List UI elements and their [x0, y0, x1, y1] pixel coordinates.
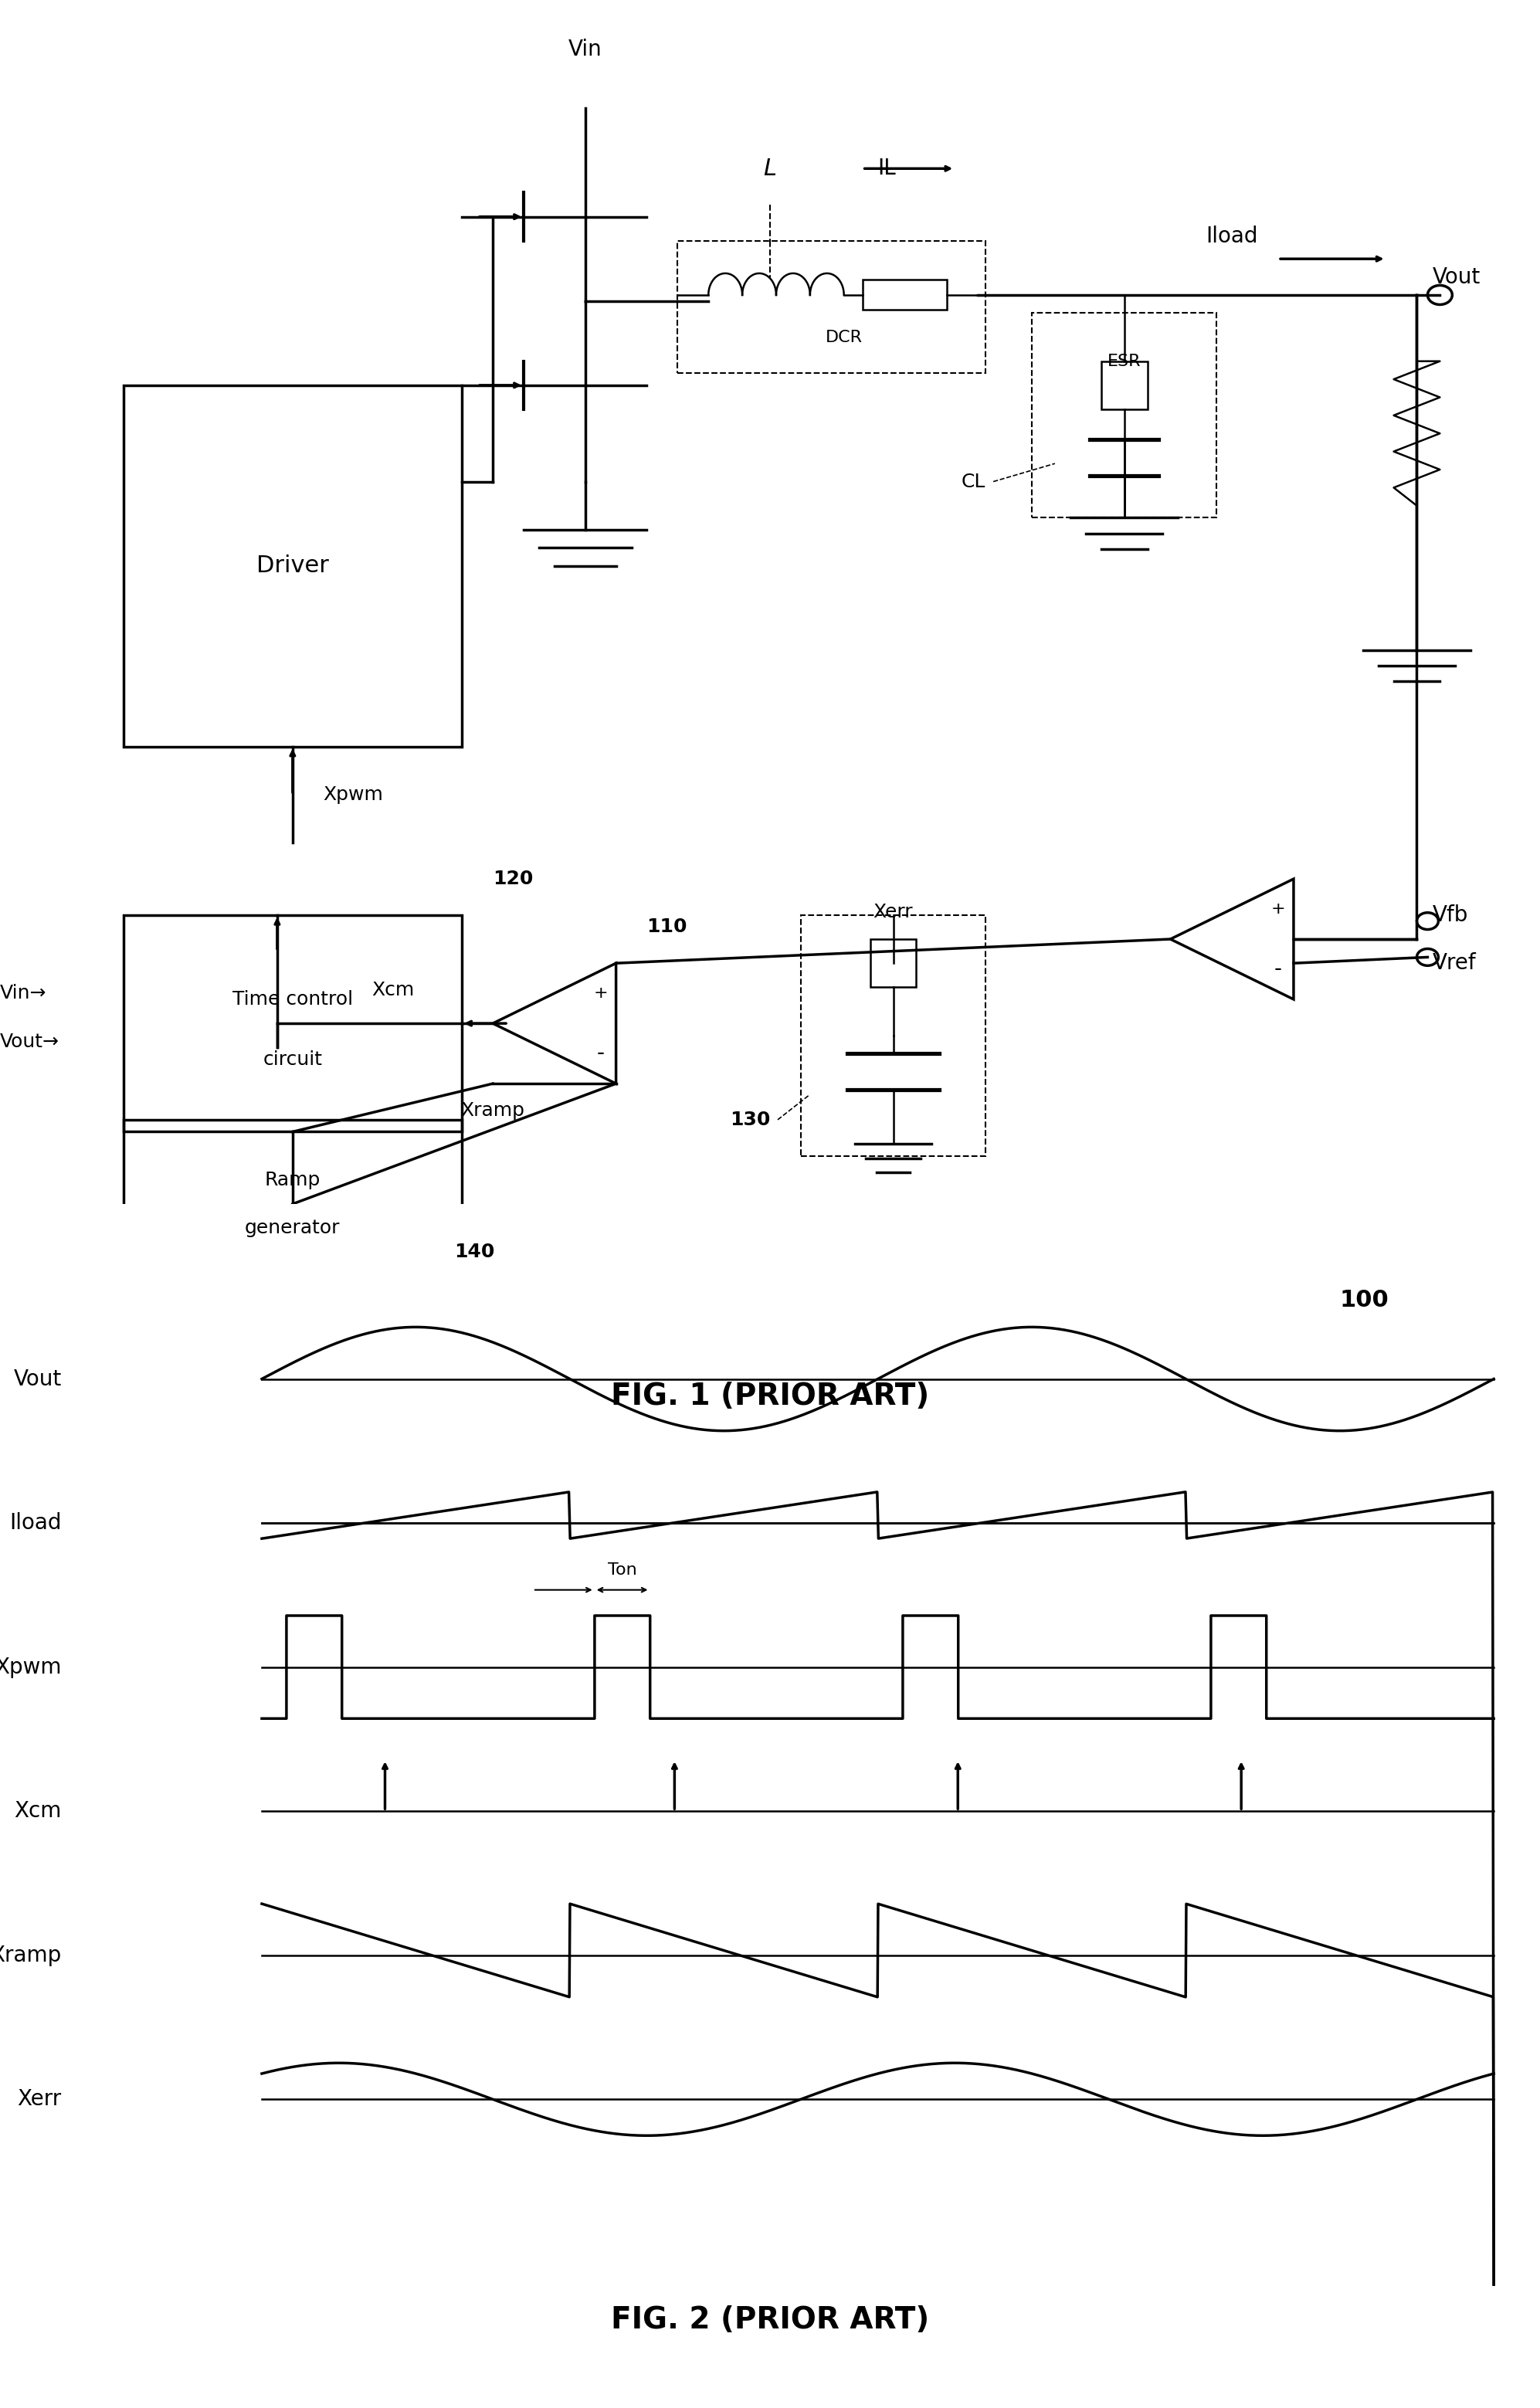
Text: Xramp: Xramp — [460, 1103, 525, 1120]
Text: -: - — [596, 1043, 605, 1064]
Text: 100: 100 — [1340, 1288, 1389, 1312]
Bar — [123, 915, 462, 1132]
Text: FIG. 2 (PRIOR ART): FIG. 2 (PRIOR ART) — [611, 2304, 929, 2333]
Text: Xramp: Xramp — [0, 1943, 62, 1965]
Text: Vref: Vref — [1432, 954, 1475, 973]
Text: Iload: Iload — [1206, 226, 1258, 248]
Text: Xerr: Xerr — [873, 903, 913, 922]
Text: Vout: Vout — [1432, 267, 1480, 287]
Text: Vout: Vout — [14, 1368, 62, 1389]
Text: Vin→: Vin→ — [0, 985, 46, 1002]
Bar — [870, 939, 916, 987]
Text: Xcm: Xcm — [14, 1801, 62, 1823]
Text: Vin: Vin — [568, 39, 602, 60]
Text: Iload: Iload — [9, 1512, 62, 1534]
Text: +: + — [593, 985, 608, 1002]
Bar — [1101, 361, 1147, 409]
Text: circuit: circuit — [263, 1050, 322, 1069]
Text: CL: CL — [961, 472, 986, 491]
Text: 120: 120 — [493, 869, 533, 889]
Bar — [123, 385, 462, 746]
Text: FIG. 1 (PRIOR ART): FIG. 1 (PRIOR ART) — [611, 1382, 929, 1411]
Text: Xpwm: Xpwm — [0, 1657, 62, 1678]
Text: Xerr: Xerr — [17, 2088, 62, 2109]
Text: +: + — [1270, 901, 1286, 917]
Text: Vfb: Vfb — [1432, 905, 1468, 925]
Text: -: - — [1274, 958, 1283, 980]
Bar — [862, 279, 947, 311]
Text: DCR: DCR — [825, 330, 862, 344]
Bar — [1032, 313, 1217, 518]
Text: ESR: ESR — [1107, 354, 1141, 368]
Text: Xcm: Xcm — [371, 980, 414, 999]
Text: IL: IL — [878, 159, 896, 178]
Text: Driver: Driver — [256, 554, 330, 578]
Text: Vout→: Vout→ — [0, 1033, 60, 1050]
Text: L: L — [764, 157, 776, 181]
Bar — [678, 241, 986, 373]
Text: 110: 110 — [647, 917, 687, 937]
Text: Ton: Ton — [608, 1563, 636, 1577]
Text: Time control: Time control — [233, 990, 353, 1009]
Text: Xpwm: Xpwm — [323, 785, 383, 804]
Bar — [801, 915, 986, 1156]
Bar — [123, 1120, 462, 1276]
Text: 140: 140 — [454, 1243, 494, 1262]
Text: 130: 130 — [730, 1110, 770, 1129]
Text: Ramp: Ramp — [265, 1170, 320, 1190]
Text: generator: generator — [245, 1218, 340, 1238]
